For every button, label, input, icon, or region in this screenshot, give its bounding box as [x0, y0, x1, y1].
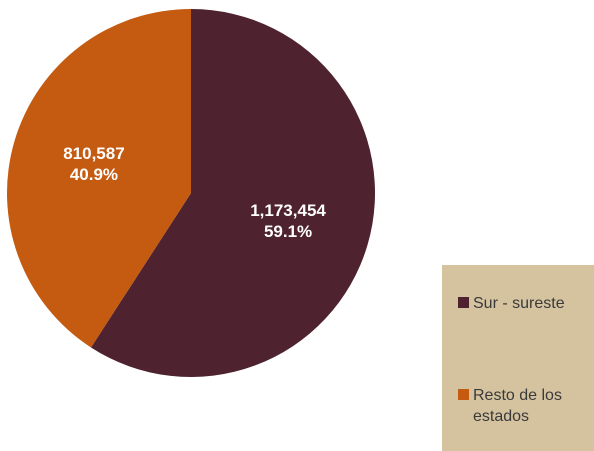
value-label: 1,173,454 — [250, 201, 326, 220]
legend: Sur - sureste Resto de los estados — [442, 265, 594, 451]
pie-slice — [6, 9, 191, 348]
percent-label: 59.1% — [264, 222, 312, 241]
legend-label: Sur - sureste — [473, 295, 565, 312]
legend-swatch — [458, 389, 469, 400]
legend-label: Resto de los estados — [473, 387, 562, 425]
percent-label: 40.9% — [70, 165, 118, 184]
legend-swatch — [458, 297, 469, 308]
legend-entry: Sur - sureste — [458, 293, 593, 314]
value-label: 810,587 — [63, 144, 124, 163]
pie-slice — [91, 9, 376, 377]
legend-entry: Resto de los estados — [458, 385, 593, 427]
pie-chart: 1,173,454 59.1% 810,587 40.9% — [6, 9, 376, 377]
